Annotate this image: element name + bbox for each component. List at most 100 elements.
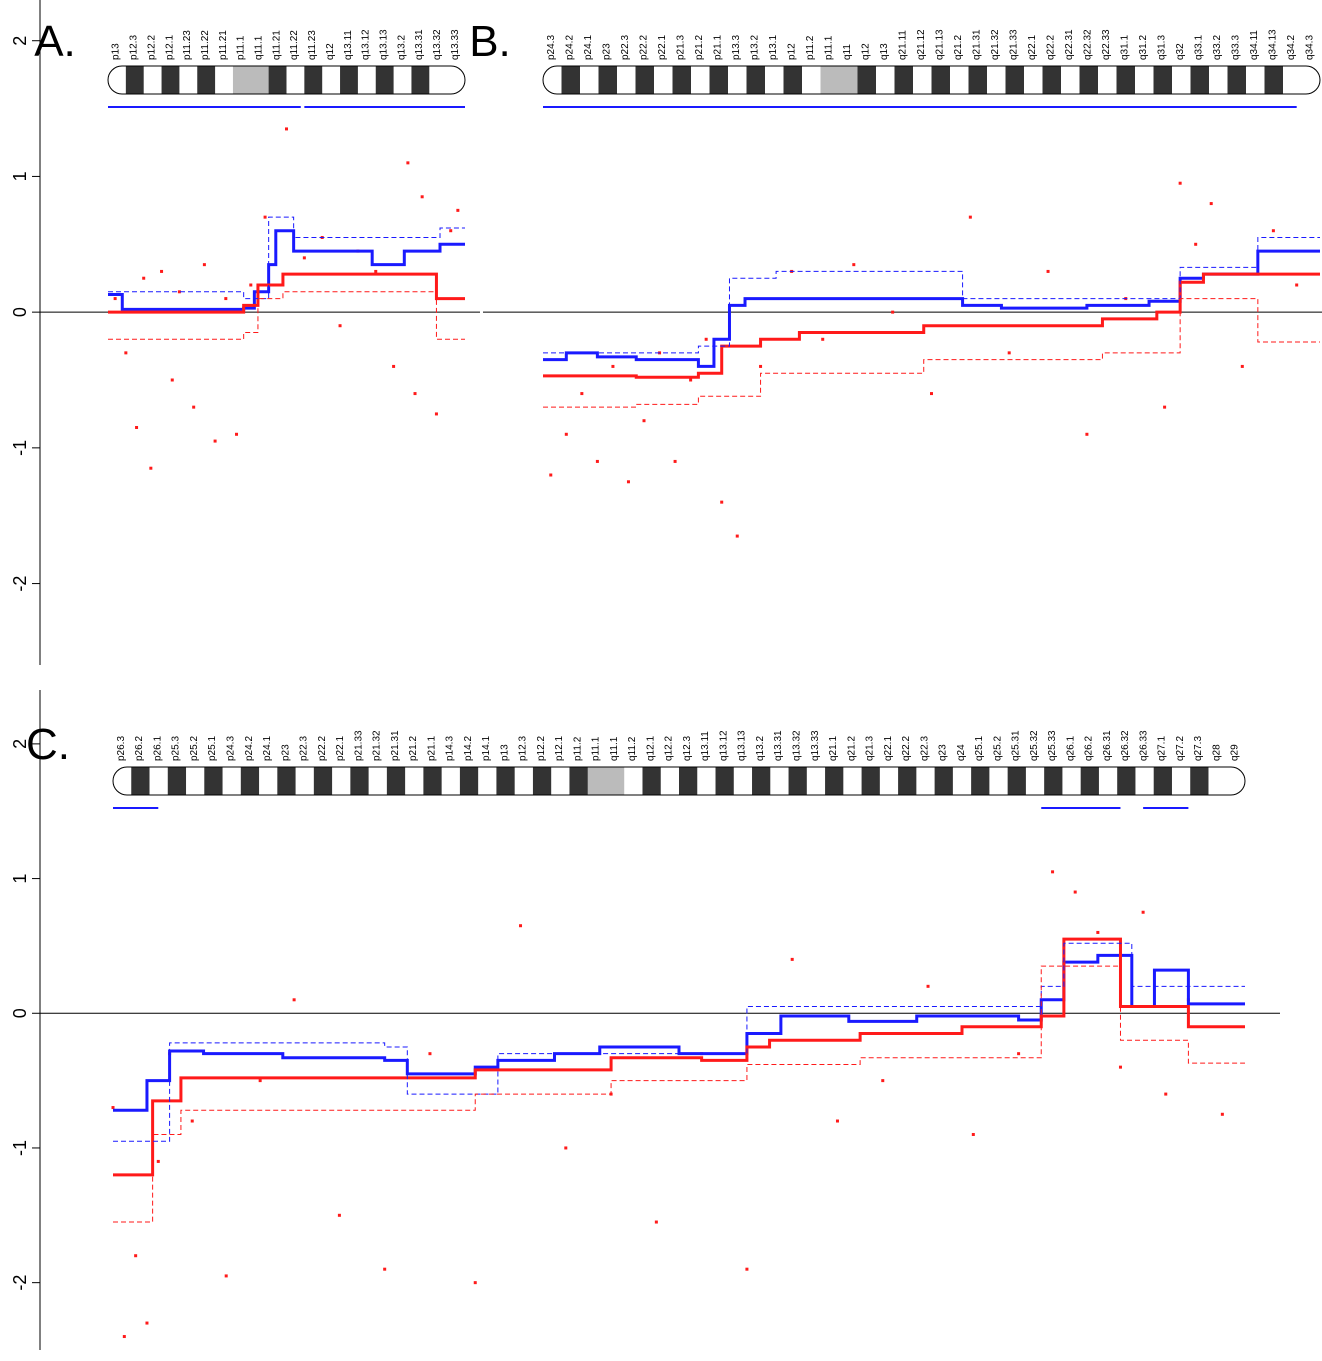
y-tick-label: 1 <box>10 874 30 884</box>
band <box>1190 66 1210 94</box>
band-label: q11.22 <box>289 30 300 60</box>
band-label: q25.1 <box>974 736 985 761</box>
point <box>1163 405 1167 409</box>
band <box>843 767 863 795</box>
point <box>434 412 438 416</box>
band <box>286 66 305 94</box>
band-label: p25.3 <box>171 736 182 761</box>
band-label: q24 <box>956 744 967 761</box>
band-label: p21.2 <box>694 35 705 60</box>
band <box>1172 66 1191 94</box>
band-label: q22.33 <box>1101 29 1112 60</box>
band <box>672 66 692 94</box>
point <box>1118 1065 1122 1069</box>
band-label: p13.1 <box>768 35 779 60</box>
band-label: p11.1 <box>824 35 835 60</box>
band-label: q21.2 <box>846 736 857 761</box>
band-label: q13.2 <box>755 736 766 761</box>
band-label: q23 <box>938 744 949 761</box>
point <box>564 432 568 436</box>
band <box>861 767 881 795</box>
point <box>122 1335 126 1339</box>
point <box>192 405 196 409</box>
band-label: p13 <box>111 43 122 60</box>
band-label: q21.11 <box>898 30 909 60</box>
band <box>1283 66 1302 94</box>
band <box>232 66 252 94</box>
y-tick-label: -2 <box>10 576 30 592</box>
band-label: q34.11 <box>1249 30 1260 60</box>
point <box>735 534 739 538</box>
band <box>204 767 224 795</box>
band-label: p24.2 <box>244 736 255 761</box>
band-label: p21.3 <box>676 35 687 60</box>
band <box>820 66 840 94</box>
point <box>689 378 693 382</box>
band-label: q11 <box>842 44 853 60</box>
band-label: q11.1 <box>609 736 620 761</box>
band <box>1044 767 1063 795</box>
band <box>322 66 341 94</box>
band-label: q26.32 <box>1120 730 1131 761</box>
point <box>1271 229 1275 233</box>
band <box>691 66 710 94</box>
band <box>968 66 988 94</box>
band-label: p24.1 <box>583 35 594 60</box>
point <box>111 1106 115 1110</box>
ideogram <box>108 66 465 94</box>
band <box>1062 767 1082 795</box>
band-label: p21.1 <box>426 736 437 761</box>
point <box>549 473 553 477</box>
band <box>1226 767 1245 795</box>
band-label: q21.32 <box>990 29 1001 60</box>
band <box>934 767 954 795</box>
point <box>971 1132 975 1136</box>
band-label: q13.11 <box>343 30 354 60</box>
point <box>235 432 239 436</box>
band <box>561 66 581 94</box>
band <box>971 767 990 795</box>
ideogram <box>543 66 1320 94</box>
point <box>292 998 296 1002</box>
band <box>259 767 278 795</box>
band <box>1061 66 1080 94</box>
band-label: p25.2 <box>189 736 200 761</box>
band-label: p24.2 <box>565 35 576 60</box>
band-label: p11.1 <box>591 736 602 761</box>
point <box>835 1119 839 1123</box>
point <box>891 310 895 314</box>
band <box>894 66 914 94</box>
band-label: p21.33 <box>353 730 364 761</box>
point <box>302 256 306 260</box>
band-label: q31.3 <box>1157 35 1168 60</box>
bound-line <box>108 216 465 300</box>
point <box>1141 910 1145 914</box>
y-tick-label: 2 <box>10 36 30 46</box>
ideogram-outline <box>107 65 466 95</box>
band-label: q21.3 <box>865 736 876 761</box>
band-label: p26.1 <box>152 736 163 761</box>
point <box>383 1267 387 1271</box>
band-label: p12 <box>787 43 798 60</box>
band <box>931 66 951 94</box>
band <box>1209 66 1228 94</box>
band-label: p13.3 <box>731 35 742 60</box>
band <box>551 767 570 795</box>
band <box>459 767 479 795</box>
band <box>514 767 534 795</box>
band <box>1098 767 1118 795</box>
band-label: p22.3 <box>620 35 631 60</box>
band <box>598 66 618 94</box>
band-label: q29 <box>1230 744 1241 761</box>
band-label: p24.1 <box>262 736 273 761</box>
band <box>543 66 562 94</box>
band-label: q34.3 <box>1305 35 1316 60</box>
band <box>423 767 443 795</box>
segment-line <box>543 249 1320 368</box>
band-label: q13.2 <box>396 35 407 60</box>
band <box>952 767 972 795</box>
y-tick-label: -1 <box>10 1140 30 1156</box>
band-label: q27.2 <box>1175 736 1186 761</box>
band <box>783 66 803 94</box>
band <box>186 767 205 795</box>
